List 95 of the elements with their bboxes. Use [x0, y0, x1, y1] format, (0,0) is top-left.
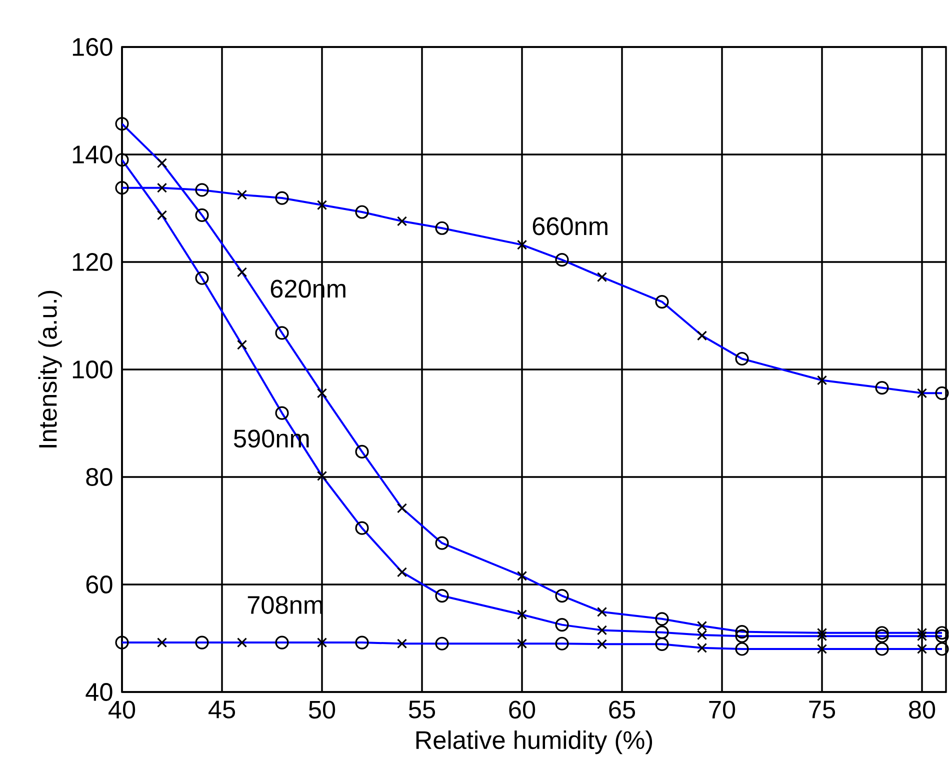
point — [355, 444, 369, 459]
point — [115, 636, 129, 650]
point — [115, 181, 129, 195]
point — [195, 271, 209, 285]
point — [655, 612, 669, 626]
point — [696, 630, 708, 640]
point — [555, 588, 569, 603]
point — [875, 626, 889, 640]
point — [935, 642, 949, 656]
point — [396, 216, 408, 226]
x-axis-title: Relative humidity (%) — [416, 730, 652, 754]
x-tick-label: 60 — [509, 700, 536, 719]
point — [275, 636, 289, 650]
y-tick-label: 100 — [72, 360, 112, 378]
point — [435, 636, 449, 650]
point — [875, 380, 889, 395]
point — [115, 153, 129, 167]
point — [696, 642, 708, 653]
point — [516, 570, 528, 581]
point — [156, 210, 168, 220]
point — [435, 536, 449, 550]
x-tick-label: 80 — [909, 700, 936, 719]
x-tick-label: 50 — [308, 700, 336, 719]
x-tick-label: 70 — [709, 700, 736, 719]
point — [195, 636, 209, 650]
x-tick-label: 75 — [809, 700, 836, 718]
point — [916, 628, 928, 638]
point — [916, 644, 928, 654]
series-label: 660nm — [532, 217, 608, 236]
point — [355, 205, 369, 219]
point — [516, 240, 528, 250]
point — [816, 628, 828, 638]
point — [355, 636, 369, 650]
point — [195, 183, 209, 197]
point — [316, 200, 328, 210]
point — [875, 629, 889, 643]
point — [596, 639, 608, 650]
point — [396, 503, 408, 514]
y-tick-label: 140 — [72, 146, 112, 164]
point — [516, 610, 528, 620]
point — [236, 638, 248, 648]
point — [555, 618, 569, 632]
point — [516, 638, 528, 649]
point — [236, 267, 248, 278]
point — [655, 294, 669, 309]
point — [935, 386, 949, 400]
point — [275, 191, 289, 205]
point — [316, 470, 328, 481]
point — [316, 388, 328, 398]
point — [156, 182, 168, 193]
point — [435, 221, 449, 235]
y-tick-label: 160 — [72, 38, 112, 56]
point — [935, 626, 949, 640]
point — [156, 638, 168, 648]
point — [696, 330, 708, 341]
point — [316, 638, 328, 648]
point — [655, 637, 669, 651]
point — [396, 638, 408, 649]
point — [875, 642, 889, 656]
point — [596, 272, 608, 282]
point — [555, 253, 569, 267]
point — [195, 208, 209, 222]
y-tick-label: 120 — [72, 253, 112, 271]
point — [735, 629, 749, 643]
x-tick-label: 55 — [408, 700, 436, 718]
point — [396, 567, 408, 578]
point — [916, 631, 928, 642]
point — [735, 642, 749, 656]
point — [816, 644, 828, 654]
point — [555, 636, 569, 650]
point — [355, 521, 369, 535]
point — [236, 340, 248, 350]
y-tick-label: 60 — [86, 576, 112, 594]
point — [735, 352, 749, 366]
x-tick-label: 40 — [108, 700, 136, 719]
point — [916, 388, 928, 398]
point — [596, 606, 608, 617]
point — [735, 624, 749, 639]
point — [596, 625, 608, 636]
point — [115, 117, 129, 131]
y-axis-title: Intensity (a.u.) — [38, 290, 62, 448]
x-tick-label: 45 — [208, 700, 236, 718]
point — [156, 158, 168, 168]
y-tick-label: 40 — [86, 683, 112, 701]
point — [816, 375, 828, 386]
x-tick-label: 65 — [609, 700, 636, 719]
point — [655, 626, 669, 640]
y-tick-label: 80 — [86, 468, 112, 486]
point — [696, 620, 708, 631]
point — [935, 629, 949, 643]
point — [435, 588, 449, 603]
point — [275, 326, 289, 340]
point — [275, 406, 289, 420]
point — [236, 190, 248, 200]
point — [816, 631, 828, 642]
